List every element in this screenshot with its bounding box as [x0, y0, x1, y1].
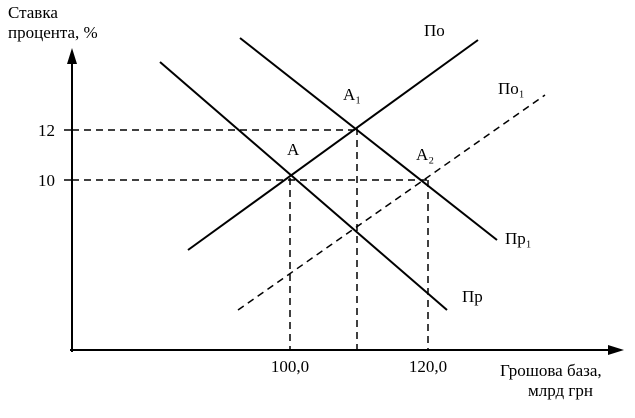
y-tick-label: 10: [38, 171, 55, 190]
y-arrow: [67, 48, 77, 64]
y-axis-label: процента, %: [8, 23, 98, 42]
x-axis-label: млрд грн: [528, 381, 593, 400]
x-axis-label: Грошова база,: [500, 361, 602, 380]
x-tick-label: 120,0: [409, 357, 447, 376]
point-label: A₁: [343, 85, 361, 104]
demand-curve: [159, 61, 448, 311]
curve-label: По₁: [498, 79, 525, 98]
x-tick-label: 100,0: [271, 357, 309, 376]
demand-shifted-curve: [239, 37, 498, 241]
y-tick-label: 12: [38, 121, 55, 140]
point-label: A: [287, 140, 300, 159]
supply-curve: [187, 39, 479, 251]
y-axis-label: Ставка: [8, 3, 58, 22]
curve-label: Пр₁: [505, 229, 532, 248]
supply-shifted-curve: [237, 94, 546, 311]
curve-label: Пр: [462, 287, 483, 306]
point-label: A₂: [416, 145, 434, 164]
curve-label: По: [424, 21, 445, 40]
x-arrow: [608, 345, 624, 355]
